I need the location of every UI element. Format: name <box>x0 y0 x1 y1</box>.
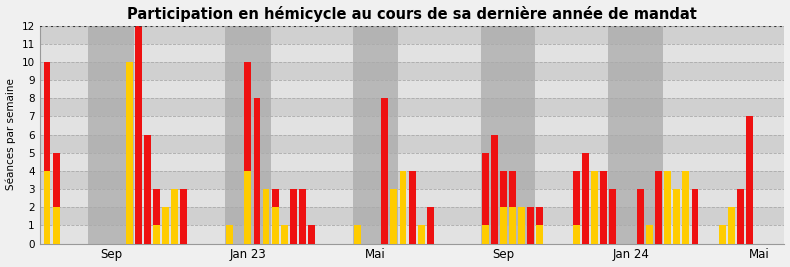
Bar <box>40 207 784 225</box>
Bar <box>390 189 397 244</box>
Bar <box>646 225 653 244</box>
Bar <box>719 225 726 244</box>
Bar <box>418 225 425 244</box>
Bar <box>53 153 59 244</box>
Bar <box>646 225 653 244</box>
Bar <box>500 171 506 244</box>
Bar <box>582 153 589 244</box>
Bar <box>573 225 580 244</box>
Bar <box>600 171 608 244</box>
Bar <box>673 189 680 244</box>
Bar <box>353 26 398 244</box>
Bar <box>591 171 598 244</box>
Bar <box>153 225 160 244</box>
Bar <box>482 153 488 244</box>
Bar <box>573 171 580 244</box>
Bar <box>272 189 279 244</box>
Bar <box>655 171 662 244</box>
Bar <box>637 189 644 244</box>
Bar <box>162 207 169 244</box>
Bar <box>126 153 133 244</box>
Bar <box>400 171 406 244</box>
Bar <box>40 98 784 116</box>
Bar <box>40 26 784 44</box>
Bar <box>171 189 179 244</box>
Bar <box>88 26 134 244</box>
Bar <box>254 98 261 244</box>
Bar <box>40 44 784 62</box>
Bar <box>509 171 516 244</box>
Bar <box>226 225 233 244</box>
Bar <box>747 116 753 244</box>
Bar <box>482 225 488 244</box>
Bar <box>719 225 726 244</box>
Bar <box>536 207 544 244</box>
Bar <box>40 80 784 98</box>
Y-axis label: Séances par semaine: Séances par semaine <box>6 78 16 190</box>
Bar <box>427 207 434 244</box>
Bar <box>40 62 784 80</box>
Bar <box>290 189 297 244</box>
Bar <box>518 207 525 244</box>
Bar <box>683 189 690 244</box>
Bar <box>153 189 160 244</box>
Bar <box>491 135 498 244</box>
Bar <box>728 207 735 244</box>
Bar <box>728 207 735 244</box>
Bar <box>354 225 361 244</box>
Bar <box>308 225 315 244</box>
Bar <box>40 171 784 189</box>
Bar <box>43 62 51 244</box>
Bar <box>400 171 406 244</box>
Bar <box>418 225 425 244</box>
Bar <box>281 225 288 244</box>
Bar <box>126 62 133 244</box>
Bar <box>691 189 698 244</box>
Bar <box>144 135 151 244</box>
Bar <box>664 171 671 244</box>
Bar <box>480 26 536 244</box>
Bar <box>244 171 251 244</box>
Bar <box>53 207 59 244</box>
Bar <box>40 116 784 135</box>
Bar <box>673 189 680 244</box>
Bar <box>382 98 388 244</box>
Bar <box>40 189 784 207</box>
Bar <box>40 135 784 153</box>
Bar <box>591 171 598 244</box>
Bar <box>40 153 784 171</box>
Bar <box>608 26 663 244</box>
Bar <box>281 225 288 244</box>
Bar <box>527 207 534 244</box>
Bar <box>500 207 506 244</box>
Bar <box>683 171 690 244</box>
Bar <box>664 171 671 244</box>
Bar <box>737 189 744 244</box>
Bar <box>162 207 169 244</box>
Bar <box>509 207 516 244</box>
Bar <box>272 207 279 244</box>
Bar <box>262 189 269 244</box>
Bar <box>171 189 179 244</box>
Bar <box>354 225 361 244</box>
Title: Participation en hémicycle au cours de sa dernière année de mandat: Participation en hémicycle au cours de s… <box>127 6 697 22</box>
Bar <box>536 225 544 244</box>
Bar <box>40 225 784 244</box>
Bar <box>262 189 269 244</box>
Bar <box>135 26 141 244</box>
Bar <box>180 189 187 244</box>
Bar <box>244 62 251 244</box>
Bar <box>408 171 416 244</box>
Bar <box>299 189 306 244</box>
Bar <box>390 189 397 244</box>
Bar <box>225 26 271 244</box>
Bar <box>43 171 51 244</box>
Bar <box>518 207 525 244</box>
Bar <box>226 225 233 244</box>
Bar <box>609 189 616 244</box>
